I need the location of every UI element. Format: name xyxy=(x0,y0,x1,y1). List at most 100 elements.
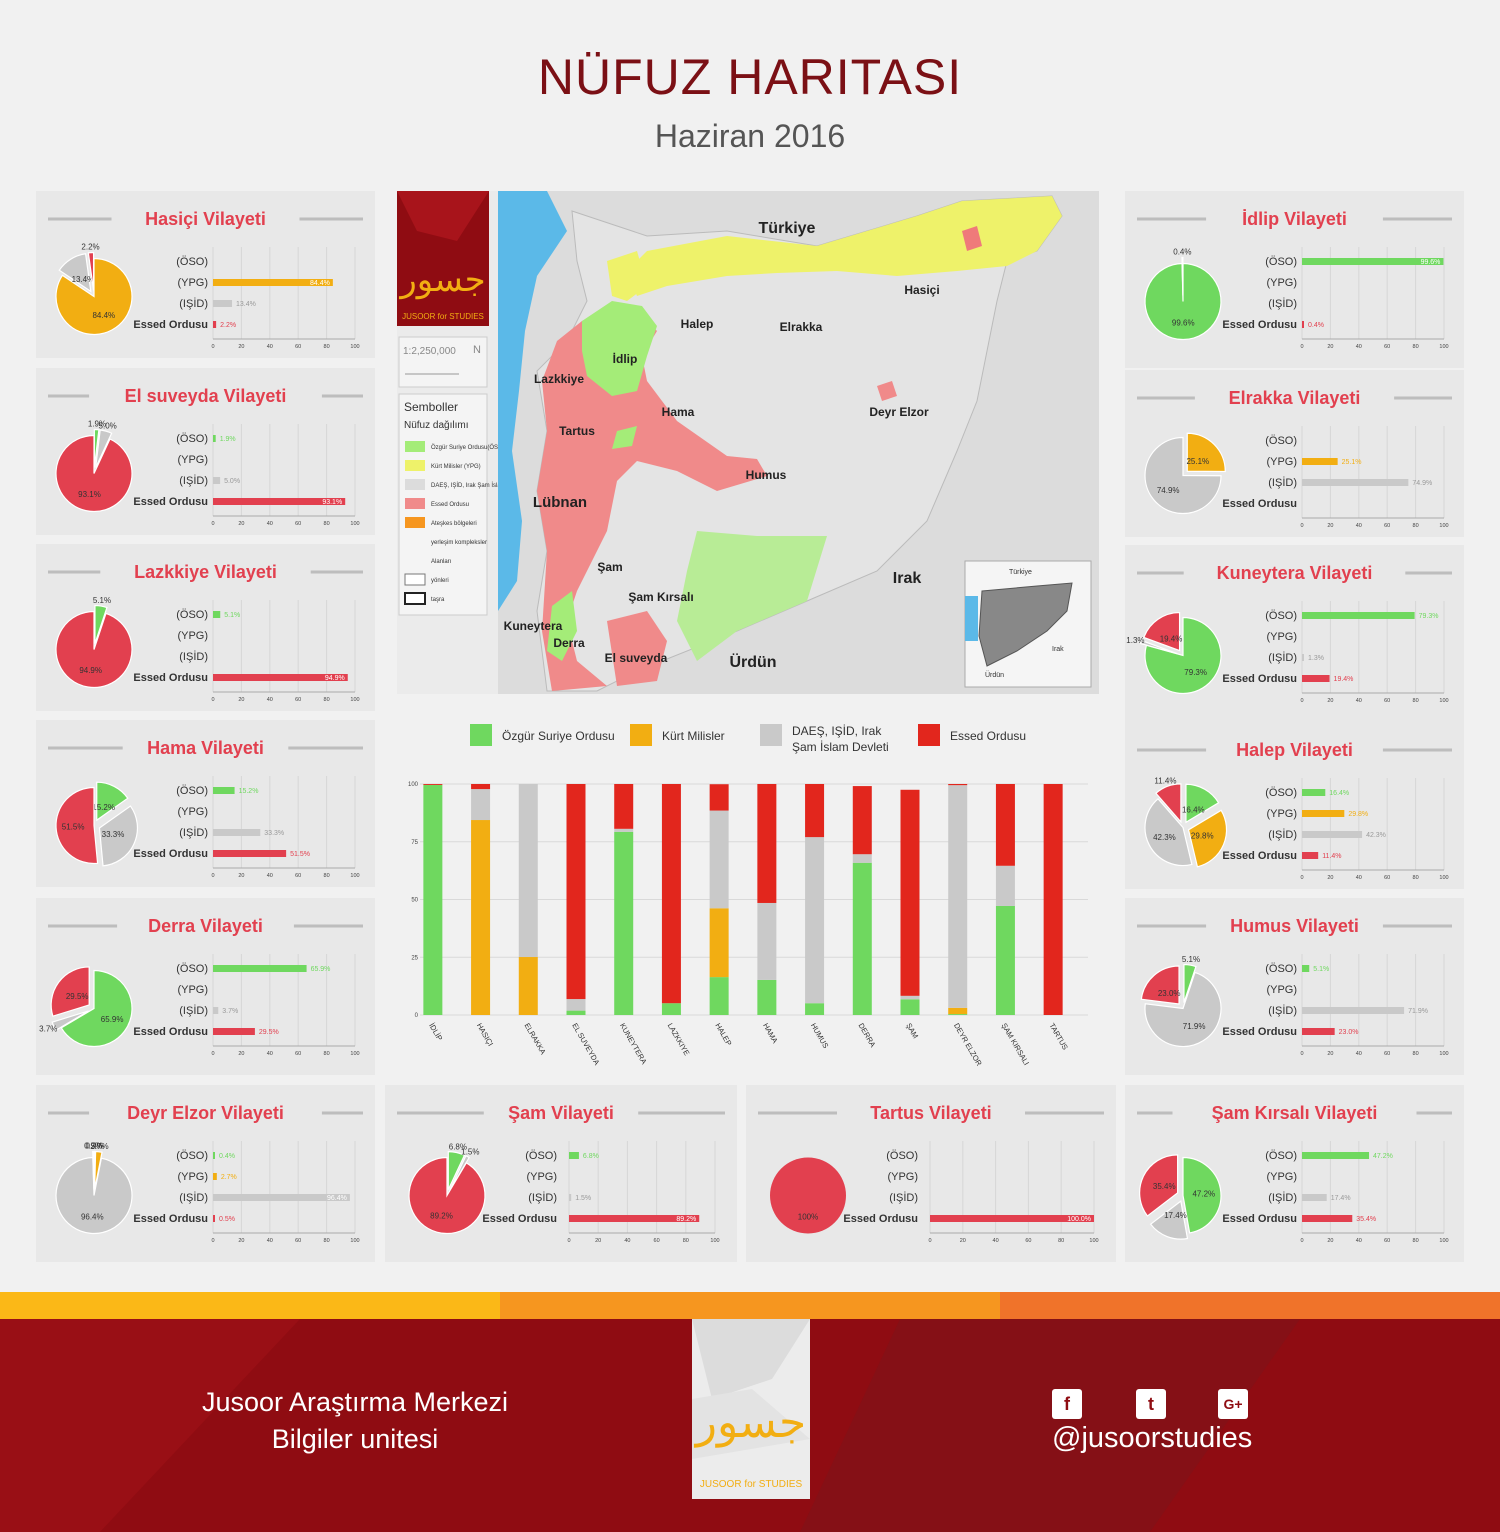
legend-label-line2: Şam İslam Devleti xyxy=(792,740,889,754)
bar-mark xyxy=(569,1194,572,1201)
x-category-label: KUNEYTERA xyxy=(618,1022,649,1066)
pie-label: 23.0% xyxy=(1158,989,1181,998)
pie-slice xyxy=(1182,1156,1222,1234)
bar-mark xyxy=(1302,831,1363,838)
x-tick-label: 100 xyxy=(350,344,359,350)
x-tick-label: 0 xyxy=(211,1238,214,1244)
google-plus-icon[interactable]: G+ xyxy=(1218,1389,1248,1419)
legend-swatch xyxy=(405,441,425,452)
pie-label: 29.8% xyxy=(1191,832,1214,841)
stacked-bar-segment xyxy=(471,820,491,1015)
bar-mark xyxy=(1302,321,1304,328)
province-chart-svg: Halep Vilayeti 16.4% 29.8% 42.3% 11.4% 0 20 40 6… xyxy=(1137,740,1452,881)
stacked-bar-segment xyxy=(995,784,1015,866)
province-title: Kuneytera Vilayeti xyxy=(1217,563,1373,583)
bar-mark xyxy=(569,1215,700,1222)
bar-value-label: 23.0% xyxy=(1339,1029,1359,1036)
row-label: (YPG) xyxy=(1266,277,1297,289)
twitter-icon[interactable]: t xyxy=(1136,1389,1166,1419)
map-label: Ürdün xyxy=(729,652,776,671)
x-tick-label: 100 xyxy=(1439,1238,1448,1244)
pie-label: 11.4% xyxy=(1154,777,1176,786)
province-panel: Halep Vilayeti 16.4% 29.8% 42.3% 11.4% 0 20 40 6… xyxy=(1125,722,1464,889)
x-tick-label: 60 xyxy=(1384,1051,1390,1057)
row-label: (YPG) xyxy=(887,1171,918,1183)
pie-label: 5.1% xyxy=(93,596,111,605)
stacked-bar-segment xyxy=(948,1014,968,1015)
legend-swatch xyxy=(405,460,425,471)
legend-swatch xyxy=(404,592,426,605)
x-tick-label: 60 xyxy=(295,521,301,527)
pie-slice xyxy=(1139,1154,1179,1217)
stacked-bar-segment xyxy=(614,784,634,829)
stacked-bar-segment xyxy=(757,979,777,1015)
pie-slice xyxy=(1187,809,1228,868)
map-label: Deyr Elzor xyxy=(869,405,929,419)
x-tick-label: 20 xyxy=(960,1238,966,1244)
social-handle[interactable]: @jusoorstudies xyxy=(1052,1422,1253,1454)
pie-slice xyxy=(98,805,139,867)
bar-mark xyxy=(213,965,307,972)
x-tick-label: 0 xyxy=(211,873,214,879)
page-subtitle: Haziran 2016 xyxy=(654,118,846,154)
x-category-label: DEYR ELZOR xyxy=(952,1022,984,1069)
x-category-label: TARTUS xyxy=(1047,1022,1069,1052)
x-tick-label: 60 xyxy=(654,1238,660,1244)
stacked-bar-segment xyxy=(948,784,968,786)
legend-label: DAEŞ, IŞİD, Irak xyxy=(792,724,882,738)
province-bars: 0 20 40 60 80 100 (ÖSO) 6.8% (YPG) (IŞİD) 1.5% Esse… xyxy=(482,1141,720,1244)
x-tick-label: 20 xyxy=(238,344,244,350)
row-label: (ÖSO) xyxy=(1265,435,1297,447)
map-legend-item: yönleri xyxy=(431,578,449,584)
x-tick-label: 100 xyxy=(710,1238,719,1244)
row-label: (YPG) xyxy=(1266,456,1297,468)
x-tick-label: 80 xyxy=(324,1051,330,1057)
map-scale-text: 1:2,250,000 xyxy=(403,346,456,357)
province-bars: 0 20 40 60 80 100 (ÖSO) 15.2% (YPG) (IŞİD) 33.3% Es… xyxy=(133,776,360,879)
x-tick-label: 100 xyxy=(1089,1238,1098,1244)
row-label: (YPG) xyxy=(1266,1171,1297,1183)
x-category-label: DERRA xyxy=(857,1022,878,1049)
province-bars: 0 20 40 60 80 100 (ÖSO) 16.4% (YPG) 29.8% (IŞİD) 42… xyxy=(1222,778,1449,881)
x-tick-label: 60 xyxy=(1384,698,1390,704)
pie-label: 0.5% xyxy=(84,1142,102,1151)
x-category-label: LAZKKIYE xyxy=(666,1022,692,1058)
legend-label: Özgür Suriye Ordusu xyxy=(502,729,615,743)
bar-mark xyxy=(1302,479,1409,486)
oso-south-region xyxy=(677,531,827,661)
x-category-label: HASIÇI xyxy=(475,1022,495,1048)
bar-value-label: 33.3% xyxy=(264,830,284,837)
facebook-icon[interactable]: f xyxy=(1052,1389,1082,1419)
row-label: (IŞİD) xyxy=(1268,1191,1297,1204)
pie-slice xyxy=(1144,616,1222,695)
pie-label: 35.4% xyxy=(1153,1182,1176,1191)
map-labels: Türkiye Hasiçi Halep Elrakka İdlip Lazkkiye Ha… xyxy=(504,220,940,671)
x-tick-label: 40 xyxy=(267,697,273,703)
map-label: Kuneytera xyxy=(504,619,563,633)
map-label: Lübnan xyxy=(533,494,587,511)
province-bars: 0 20 40 60 80 100 (ÖSO) (YPG) 84.4% (IŞİD) 13.4% Es… xyxy=(133,247,360,350)
province-panel: Hama Vilayeti 15.2% 33.3% 51.5% 0 20 40 60 80 100… xyxy=(36,720,375,887)
bar-value-label: 71.9% xyxy=(1408,1008,1428,1015)
x-tick-label: 60 xyxy=(1384,344,1390,350)
pie-label: 2.2% xyxy=(81,243,99,252)
row-label: (IŞİD) xyxy=(1268,297,1297,310)
x-tick-label: 60 xyxy=(1384,1238,1390,1244)
x-tick-label: 60 xyxy=(295,697,301,703)
row-label: (YPG) xyxy=(177,454,208,466)
bar-value-label: 93.1% xyxy=(322,499,342,506)
bar-mark xyxy=(1302,789,1326,796)
pie-slice xyxy=(447,1151,466,1190)
row-label: Essed Ordusu xyxy=(843,1213,918,1225)
map-label: Irak xyxy=(893,570,922,587)
province-panel: Hasiçi Vilayeti 84.4% 13.4% 2.2% 0 20 40 60 80 10… xyxy=(36,191,375,358)
x-tick-label: 60 xyxy=(1384,523,1390,529)
bar-mark xyxy=(1302,612,1415,619)
bar-value-label: 1.3% xyxy=(1308,655,1324,662)
bar-value-label: 29.5% xyxy=(259,1029,279,1036)
province-bars: 0 20 40 60 80 100 (ÖSO) (YPG) (IŞİD) Essed Ordusu… xyxy=(843,1141,1099,1244)
footer-logo-text: JUSOOR for STUDIES xyxy=(700,1479,803,1490)
province-title: Humus Vilayeti xyxy=(1230,916,1359,936)
